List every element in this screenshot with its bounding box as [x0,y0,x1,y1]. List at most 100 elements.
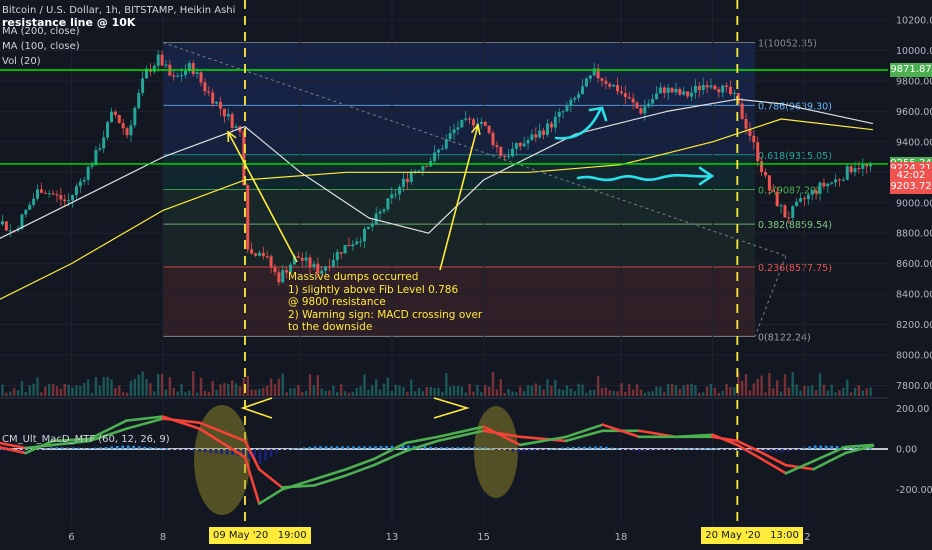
volume-bar [702,392,705,396]
volume-bar [324,390,327,396]
candle-body [869,163,873,167]
candle-body [721,85,725,93]
volume-bar [538,385,541,396]
x-tick-label: 15 [477,532,490,543]
volume-bar [16,390,20,396]
candle-body [374,213,378,224]
volume-bar [343,391,347,396]
candle-body [405,178,409,183]
macd-histogram-bar [253,449,256,462]
macd-signal-line [757,449,788,467]
volume-bar [51,384,55,396]
macd-legend[interactable]: CM_Ult_MacD_MTF (60, 12, 26, 9) [2,434,170,445]
volume-bar [371,385,374,396]
volume-bar [180,383,183,396]
volume-bar [557,388,561,396]
candle-body [534,134,538,138]
macd-histogram-bar [319,446,322,449]
macd-histogram-bar [802,447,806,449]
macd-histogram-bar [544,449,548,450]
cyan-up-arrow [554,108,602,140]
volume-bar [849,392,853,396]
candle-body [137,92,141,108]
volume-bar [254,389,257,396]
volume-bar [740,380,744,396]
candle-body [324,266,328,271]
volume-bar [437,387,440,396]
volume-bar [156,373,160,396]
volume-bar [670,383,674,396]
macd-histogram-bar [170,449,174,450]
volume-bar [207,392,210,396]
macd-histogram-bar [758,449,762,452]
macd-histogram-bar [489,448,493,450]
volume-bar [351,391,355,396]
candle-body [359,241,363,243]
fib-zone [163,224,755,268]
trendline [754,255,787,337]
volume-bar [507,388,510,396]
candle-body [662,87,666,93]
candle-body [436,149,440,153]
volume-bar [495,389,499,396]
volume-bar [666,384,670,396]
candle-body [425,166,429,168]
macd-histogram-bar [159,447,163,449]
macd-histogram-bar [93,447,97,449]
macd-signal-line [125,417,165,431]
volume-bar [818,373,822,396]
candle-body [172,75,176,77]
macd-histogram-bar [681,448,685,450]
macd-histogram-bar [352,446,355,449]
candle-body [717,89,721,93]
volume-bar [585,392,588,396]
volume-bar [168,377,172,396]
macd-signal-line [404,439,440,453]
macd-histogram-bar [813,445,817,449]
candle-body [59,195,63,200]
volume-bar [320,388,323,396]
volume-bar [121,391,125,396]
macd-histogram-bar [731,449,735,451]
y-tick-label: 10000.00 [896,46,932,57]
macd-histogram-bar [242,449,245,457]
volume-bar [639,389,643,396]
candle-body [865,164,869,167]
ma100-legend[interactable]: MA (100, close) [2,41,80,52]
volume-bar [686,384,689,396]
ma200-legend[interactable]: MA (200, close) [2,26,80,37]
volume-bar [542,389,545,396]
volume-bar [367,389,370,396]
macd-histogram-bar [473,447,476,449]
volume-bar [110,379,113,396]
macd-histogram-bar [423,446,427,449]
macd-line [784,459,815,475]
macd-histogram-bar [187,449,190,451]
y-tick-label: 9800.00 [896,76,932,87]
macd-histogram-bar [165,448,168,450]
candle-body [818,182,822,194]
volume-bar [359,386,362,396]
volume-bar [293,388,296,396]
candle-body [674,88,678,93]
macd-line [601,423,641,439]
volume-bar [569,388,573,396]
candle-body [545,123,549,135]
volume-bar [332,385,335,396]
candle-body [861,164,865,169]
macd-histogram-bar [550,448,553,450]
candle-body [635,102,639,109]
macd-histogram-bar [506,449,509,451]
volume-bar [1,384,4,396]
volume-bar [616,391,619,396]
candle-body [94,149,98,166]
fib-level-label: 0.618(9315.05) [758,151,832,162]
candle-body [90,165,94,167]
volume-legend[interactable]: Vol (20) [2,56,41,67]
candle-body [678,88,682,95]
candle-body [771,190,775,192]
candle-body [269,256,273,268]
volume-bar [651,391,654,396]
macd-histogram-bar [528,449,531,452]
